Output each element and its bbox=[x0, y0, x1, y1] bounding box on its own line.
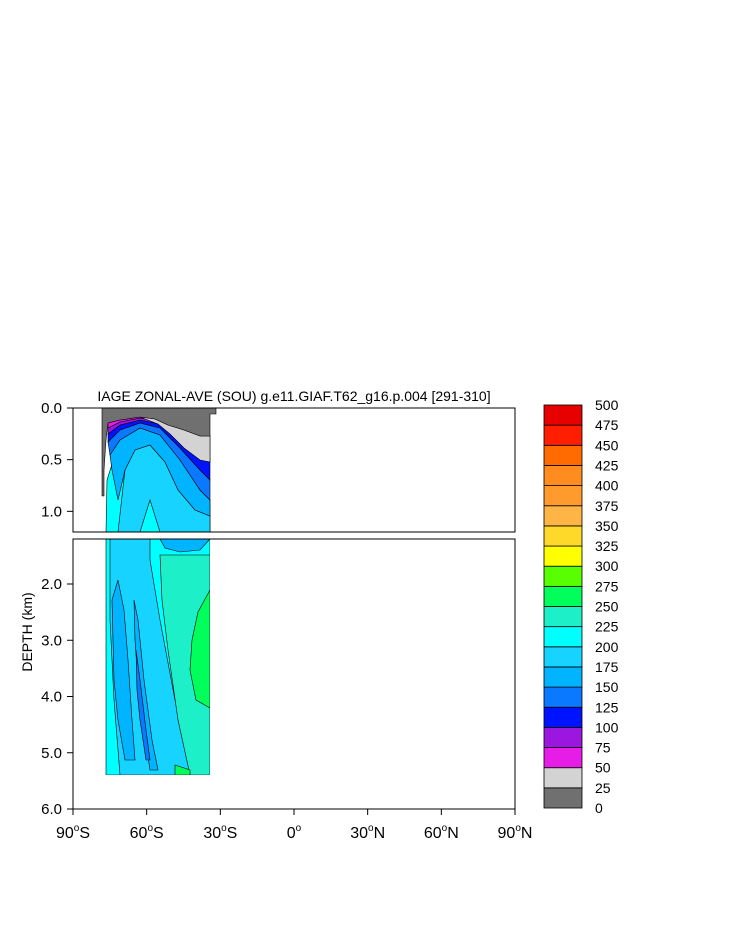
colorbar-label: 175 bbox=[595, 659, 619, 675]
colorbar-label: 350 bbox=[595, 518, 619, 534]
colorbar-label: 50 bbox=[595, 760, 611, 776]
colorbar-label: 375 bbox=[595, 498, 619, 514]
colorbar-swatch bbox=[543, 706, 583, 728]
chart-title: IAGE ZONAL-AVE (SOU) g.e11.GIAF.T62_g16.… bbox=[97, 388, 490, 404]
x-tick-label: 30oN bbox=[350, 823, 385, 842]
colorbar-swatch bbox=[543, 646, 583, 668]
colorbar-label: 75 bbox=[595, 740, 611, 756]
colorbar-label: 200 bbox=[595, 639, 619, 655]
colorbar-label: 150 bbox=[595, 679, 619, 695]
axes: 90oS 60oS 30oS 0o 30oN 60oN 90oN 0.0 0.5 1.0 2.0 3.… bbox=[41, 400, 532, 842]
colorbar-swatch bbox=[543, 424, 583, 446]
region-125-150-channel bbox=[135, 649, 151, 761]
colorbar-swatch bbox=[543, 787, 583, 809]
colorbar-swatch bbox=[543, 686, 583, 708]
y-tick-label: 6.0 bbox=[41, 801, 62, 818]
lower-panel-field bbox=[73, 539, 515, 809]
colorbar-label: 250 bbox=[595, 599, 619, 615]
colorbar-swatch bbox=[543, 606, 583, 628]
x-tick-label: 90oN bbox=[498, 823, 533, 842]
y-tick-label: 2.0 bbox=[41, 576, 62, 593]
colorbar-swatch bbox=[543, 666, 583, 688]
y-tick-label: 1.0 bbox=[41, 503, 62, 520]
y-tick-label: 4.0 bbox=[41, 689, 62, 706]
colorbar-label: 500 bbox=[595, 397, 619, 413]
colorbar-swatch bbox=[543, 525, 583, 547]
upper-panel-frame bbox=[72, 407, 516, 533]
colorbar-swatch bbox=[543, 767, 583, 789]
colorbar-label: 475 bbox=[595, 417, 619, 433]
colorbar-swatch bbox=[543, 585, 583, 607]
colorbar-swatch bbox=[543, 444, 583, 466]
colorbar-swatch bbox=[543, 727, 583, 748]
colorbar-label: 0 bbox=[595, 800, 603, 816]
x-tick-label: 60oS bbox=[130, 823, 164, 842]
y-tick-label: 3.0 bbox=[41, 632, 62, 649]
colorbar-swatch bbox=[543, 485, 583, 507]
x-tick-label: 60oN bbox=[424, 823, 459, 842]
region-0-25-upper bbox=[101, 408, 217, 497]
y-tick-label: 0.5 bbox=[41, 452, 62, 469]
x-tick-label: 30oS bbox=[203, 823, 237, 842]
colorbar-swatch bbox=[543, 747, 583, 769]
upper-panel-field bbox=[101, 408, 217, 532]
colorbar-label: 325 bbox=[595, 538, 619, 554]
x-tick-label: 0o bbox=[287, 823, 302, 842]
colorbar-swatch bbox=[543, 465, 583, 487]
region-150-175-top bbox=[159, 539, 211, 553]
north-mask bbox=[210, 539, 515, 809]
colorbar-label: 300 bbox=[595, 558, 619, 574]
colorbar-label: 275 bbox=[595, 578, 619, 594]
colorbar: 0 25 50 75 100 125 150 175 200 225 250 275 300 325 350… bbox=[543, 397, 619, 816]
region-150-175-lower bbox=[111, 579, 136, 761]
colorbar-label: 400 bbox=[595, 478, 619, 494]
colorbar-label: 100 bbox=[595, 719, 619, 735]
colorbar-swatch bbox=[543, 565, 583, 587]
y-tick-label: 0.0 bbox=[41, 400, 62, 417]
colorbar-label: 450 bbox=[595, 437, 619, 453]
colorbar-label: 25 bbox=[595, 780, 611, 796]
y-axis-label: DEPTH (km) bbox=[19, 592, 35, 671]
y-tick-label: 5.0 bbox=[41, 745, 62, 762]
colorbar-label: 125 bbox=[595, 699, 619, 715]
colorbar-swatch bbox=[543, 505, 583, 527]
colorbar-label: 425 bbox=[595, 457, 619, 473]
colorbar-label: 225 bbox=[595, 619, 619, 635]
colorbar-swatch bbox=[543, 545, 583, 567]
colorbar-swatch bbox=[543, 404, 583, 426]
x-tick-label: 90oS bbox=[56, 823, 90, 842]
colorbar-swatch bbox=[543, 626, 583, 648]
